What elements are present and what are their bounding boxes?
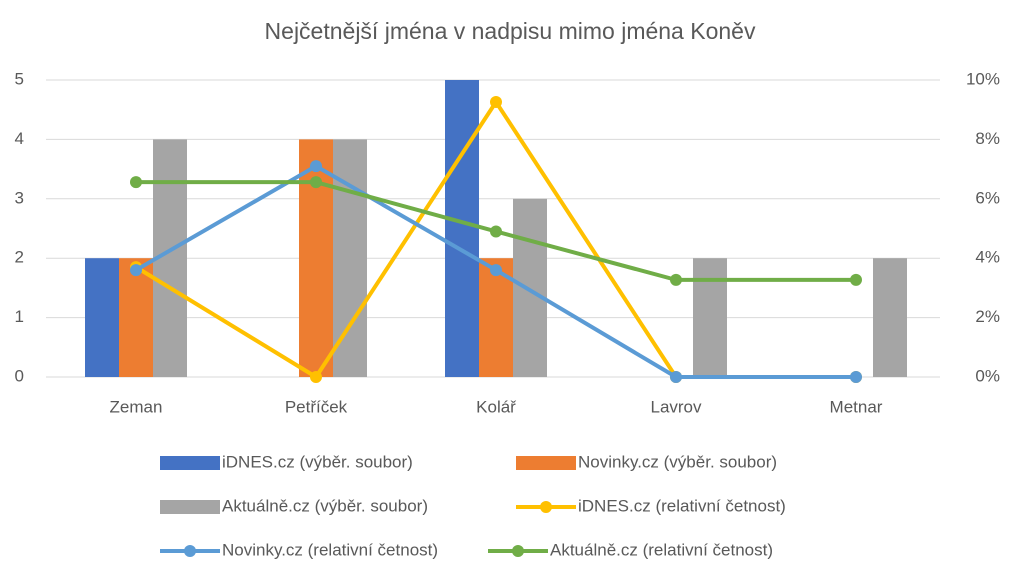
chart-title: Nejčetnější jména v nadpisu mimo jména K… — [265, 18, 756, 44]
y2-tick-label: 8% — [975, 129, 1000, 148]
marker — [490, 95, 502, 108]
legend-label: Novinky.cz (relativní četnost) — [222, 540, 438, 559]
x-tick-label: Petříček — [285, 397, 348, 416]
marker — [850, 371, 862, 383]
bar — [693, 258, 727, 377]
y-tick-label: 0 — [15, 366, 24, 385]
legend-label: Aktuálně.cz (výběr. soubor) — [222, 496, 428, 515]
y-tick-label: 2 — [15, 248, 24, 267]
marker — [130, 264, 142, 277]
legend-swatch — [160, 456, 220, 470]
x-tick-label: Lavrov — [650, 397, 702, 416]
marker — [310, 176, 322, 189]
y2-tick-label: 2% — [975, 307, 1000, 326]
marker — [670, 371, 682, 383]
legend-marker — [512, 545, 524, 557]
bar — [873, 258, 907, 377]
y-tick-label: 1 — [15, 307, 24, 326]
y2-tick-label: 10% — [966, 69, 1000, 88]
y-tick-label: 4 — [15, 129, 24, 148]
legend-label: iDNES.cz (relativní četnost) — [578, 496, 786, 515]
marker — [130, 176, 142, 189]
legend-marker — [184, 545, 196, 557]
marker — [670, 273, 682, 286]
marker — [490, 225, 502, 238]
y2-tick-label: 4% — [975, 248, 1000, 267]
y2-tick-label: 0% — [975, 366, 1000, 385]
x-tick-label: Metnar — [830, 397, 883, 416]
legend-label: Aktuálně.cz (relativní četnost) — [550, 540, 773, 559]
marker — [850, 273, 862, 286]
legend-label: Novinky.cz (výběr. soubor) — [578, 452, 777, 471]
bar — [513, 198, 547, 377]
x-tick-label: Kolář — [476, 397, 516, 416]
y-tick-label: 5 — [15, 69, 24, 88]
legend-swatch — [160, 500, 220, 514]
legend-swatch — [516, 456, 576, 470]
y-tick-label: 3 — [15, 188, 24, 207]
marker — [490, 264, 502, 277]
legend-marker — [540, 501, 552, 513]
legend-label: iDNES.cz (výběr. soubor) — [222, 452, 413, 471]
x-tick-label: Zeman — [110, 397, 163, 416]
marker — [310, 371, 322, 383]
bar — [85, 258, 119, 377]
bar — [445, 80, 479, 377]
bar — [119, 258, 153, 377]
y2-tick-label: 6% — [975, 188, 1000, 207]
marker — [310, 160, 322, 173]
